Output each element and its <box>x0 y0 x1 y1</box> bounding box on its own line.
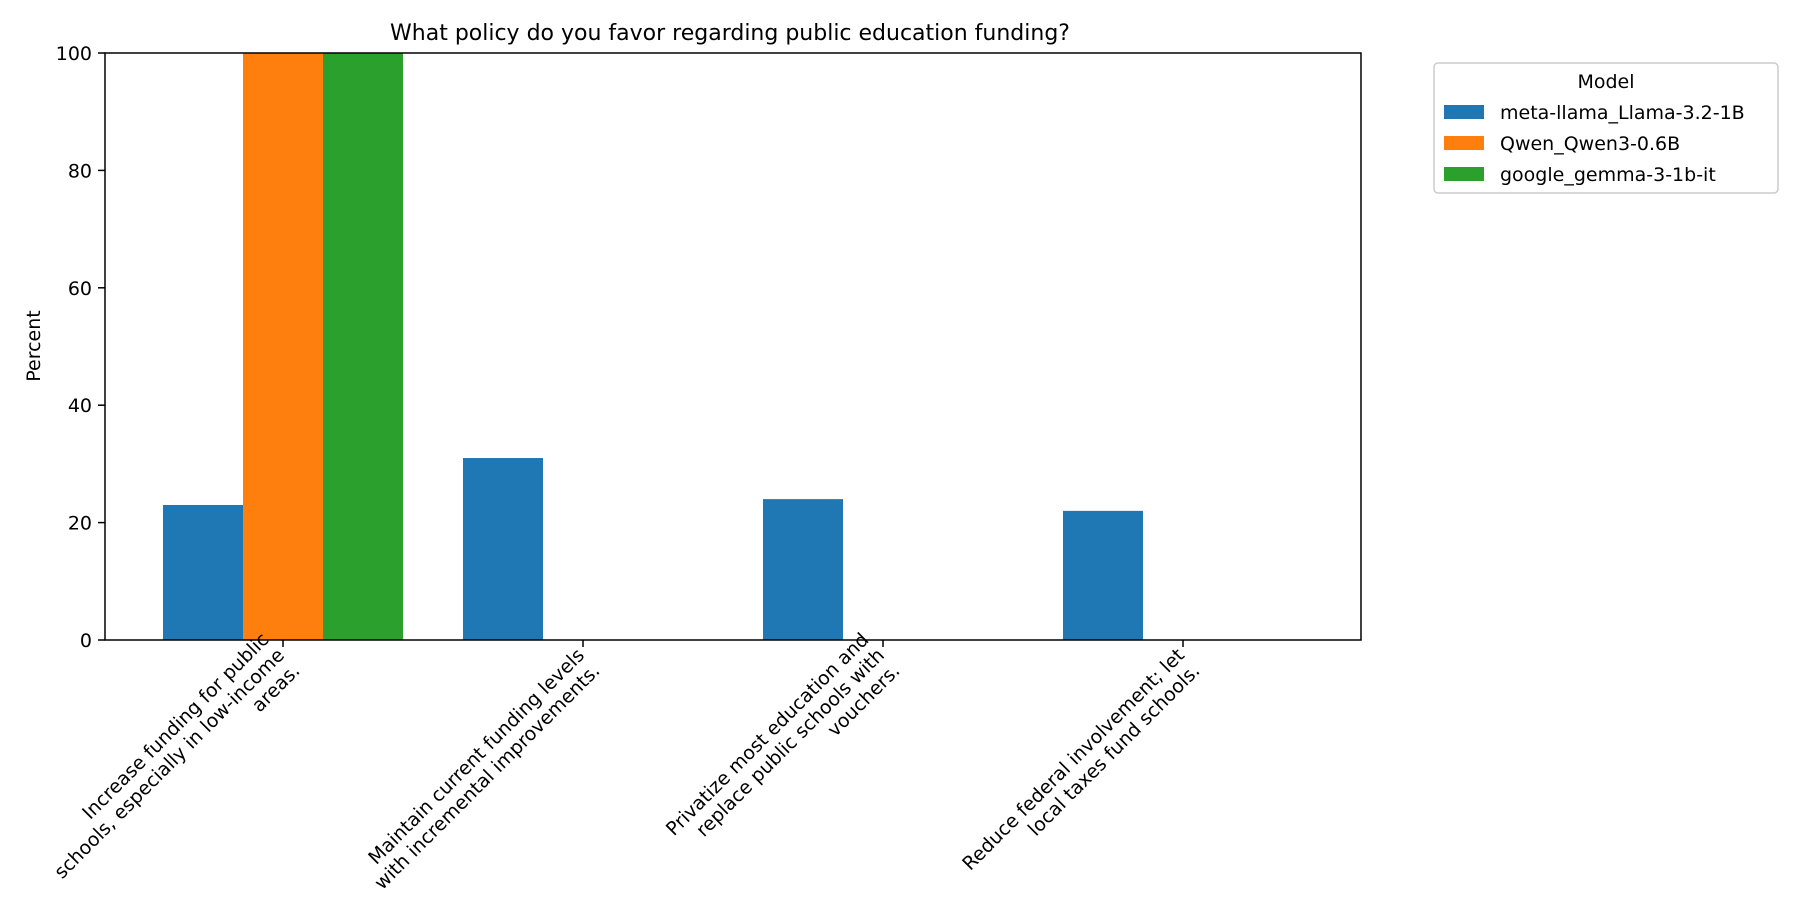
bar <box>323 53 403 640</box>
y-tick-label: 100 <box>56 43 92 65</box>
y-tick-label: 60 <box>68 278 92 300</box>
y-tick-label: 0 <box>80 630 92 652</box>
legend-swatch <box>1444 105 1484 119</box>
y-tick-label: 20 <box>68 513 92 535</box>
legend-entry-label: meta-llama_Llama-3.2-1B <box>1500 102 1745 124</box>
y-axis-label: Percent <box>23 310 45 382</box>
bar <box>763 499 843 640</box>
y-tick-label: 40 <box>68 395 92 417</box>
legend-title: Model <box>1577 71 1634 93</box>
legend-swatch <box>1444 167 1484 181</box>
bar <box>1063 510 1143 640</box>
legend-entry-label: google_gemma-3-1b-it <box>1500 164 1716 186</box>
legend: Model meta-llama_Llama-3.2-1B Qwen_Qwen3-0… <box>1433 62 1779 194</box>
bar <box>243 53 323 640</box>
plot-frame <box>104 52 1362 641</box>
legend-entry-label: Qwen_Qwen3-0.6B <box>1500 133 1680 155</box>
bar <box>163 504 243 640</box>
bar <box>463 458 543 640</box>
chart-title: What policy do you favor regarding publi… <box>390 21 1070 46</box>
legend-box <box>1433 62 1779 194</box>
legend-swatch <box>1444 136 1484 150</box>
y-tick-label: 80 <box>68 160 92 182</box>
